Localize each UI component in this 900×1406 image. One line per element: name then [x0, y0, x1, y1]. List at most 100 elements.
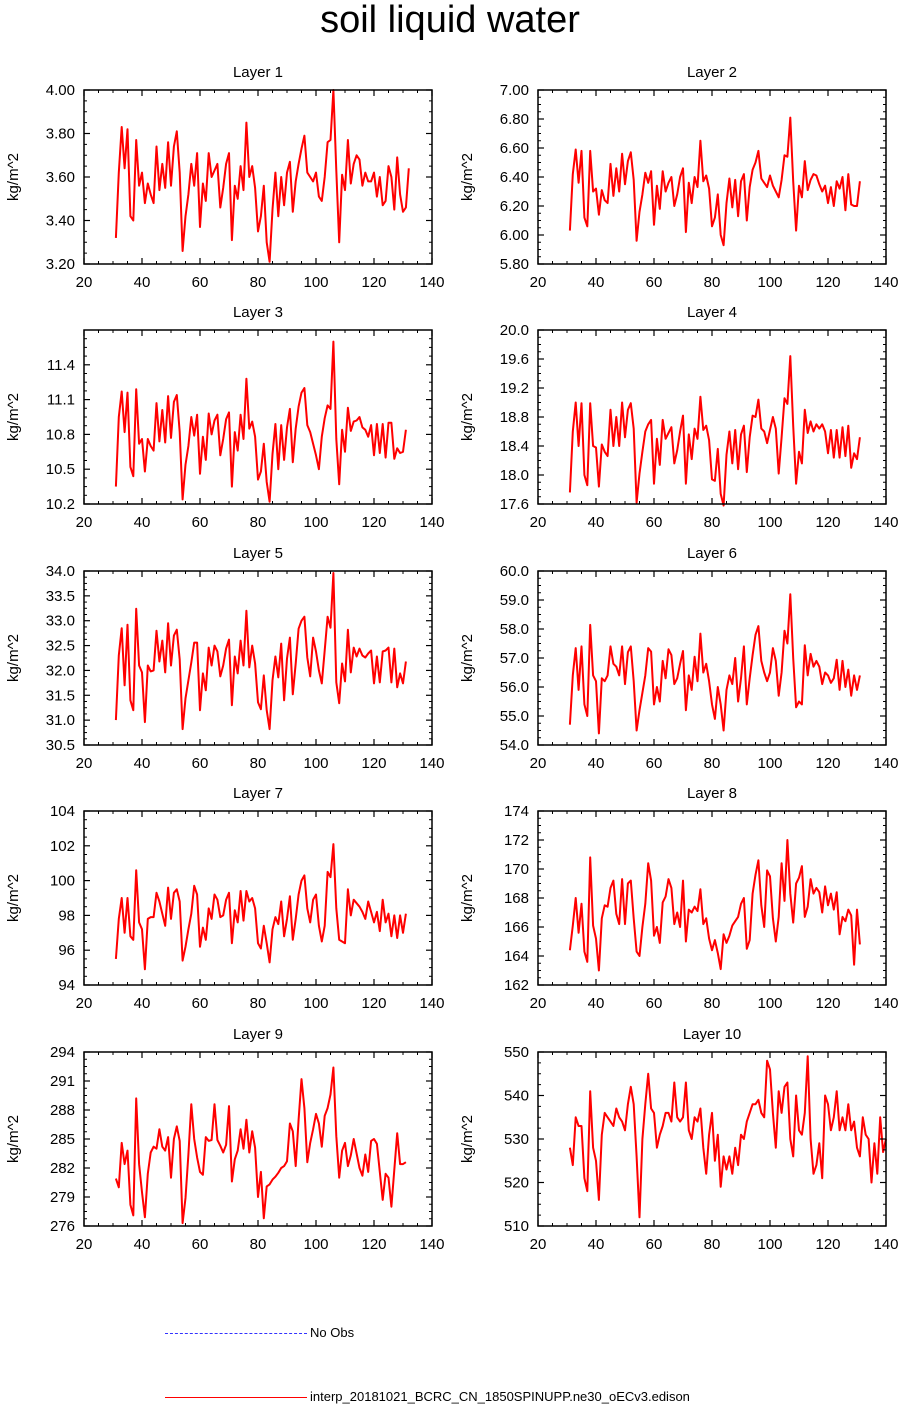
x-tick-label-2-6: 140 — [873, 274, 898, 291]
x-tick-label-8-6: 140 — [873, 995, 898, 1012]
y-tick-label-4-0: 17.6 — [500, 496, 529, 513]
x-tick-label-2-5: 120 — [815, 274, 840, 291]
y-tick-label-6-2: 56.0 — [500, 679, 529, 696]
x-tick-label-4-3: 80 — [704, 514, 721, 531]
x-tick-label-9-4: 100 — [303, 1236, 328, 1253]
x-tick-label-1-0: 20 — [76, 274, 93, 291]
plot-frame-9 — [83, 1051, 433, 1227]
y-tick-label-8-0: 162 — [504, 977, 529, 994]
y-tick-label-8-1: 164 — [504, 948, 529, 965]
y-tick-label-1-3: 3.80 — [46, 126, 75, 143]
x-tick-label-10-3: 80 — [704, 1236, 721, 1253]
plot-frame-2 — [537, 89, 887, 265]
series-line-3 — [114, 340, 407, 503]
y-tick-label-3-0: 10.2 — [46, 496, 75, 513]
y-tick-label-1-1: 3.40 — [46, 213, 75, 230]
x-tick-label-3-2: 60 — [192, 514, 209, 531]
x-tick-label-9-1: 40 — [134, 1236, 151, 1253]
y-tick-label-8-4: 170 — [504, 861, 529, 878]
y-tick-label-9-3: 285 — [50, 1131, 75, 1148]
y-axis-label-9: kg/m^2 — [5, 1115, 22, 1163]
x-tick-label-6-5: 120 — [815, 755, 840, 772]
series-line-9 — [114, 1066, 407, 1225]
legend-model-label: interp_20181021_BCRC_CN_1850SPINUPP.ne30… — [310, 1389, 690, 1404]
y-tick-label-10-4: 550 — [504, 1044, 529, 1061]
y-tick-label-1-4: 4.00 — [46, 82, 75, 99]
y-tick-label-5-1: 31.0 — [46, 712, 75, 729]
x-tick-label-2-0: 20 — [530, 274, 547, 291]
x-tick-label-7-6: 140 — [419, 995, 444, 1012]
legend-no-obs-label: No Obs — [310, 1325, 355, 1340]
y-tick-label-4-4: 19.2 — [500, 380, 529, 397]
legend-model: interp_20181021_BCRC_CN_1850SPINUPP.ne30… — [165, 1389, 900, 1406]
x-tick-label-6-6: 140 — [873, 755, 898, 772]
y-tick-label-7-0: 94 — [58, 977, 75, 994]
y-tick-label-2-6: 7.00 — [500, 82, 529, 99]
y-tick-label-2-3: 6.40 — [500, 169, 529, 186]
y-tick-label-5-5: 33.0 — [46, 613, 75, 630]
x-tick-label-4-0: 20 — [530, 514, 547, 531]
x-tick-label-10-1: 40 — [588, 1236, 605, 1253]
x-tick-label-6-2: 60 — [646, 755, 663, 772]
x-tick-label-10-2: 60 — [646, 1236, 663, 1253]
x-tick-label-1-4: 100 — [303, 274, 328, 291]
plot-frame-8 — [537, 810, 887, 986]
y-tick-label-6-1: 55.0 — [500, 708, 529, 725]
panel-title-7: Layer 7 — [233, 785, 283, 802]
y-tick-label-3-4: 11.4 — [47, 357, 75, 374]
plot-frame-7 — [83, 810, 433, 986]
series-line-7 — [114, 843, 407, 971]
y-axis-label-7: kg/m^2 — [5, 874, 22, 922]
x-tick-label-3-1: 40 — [134, 514, 151, 531]
panel-title-9: Layer 9 — [233, 1026, 283, 1043]
x-tick-label-3-3: 80 — [250, 514, 267, 531]
y-axis-label-10: kg/m^2 — [459, 1115, 476, 1163]
y-tick-label-2-1: 6.00 — [500, 227, 529, 244]
y-tick-label-9-0: 276 — [50, 1218, 75, 1235]
y-tick-label-4-6: 20.0 — [500, 322, 529, 339]
y-tick-label-5-0: 30.5 — [46, 737, 75, 754]
y-tick-label-10-3: 540 — [504, 1088, 529, 1105]
x-tick-label-5-6: 140 — [419, 755, 444, 772]
y-tick-label-3-1: 10.5 — [46, 461, 75, 478]
x-tick-label-1-1: 40 — [134, 274, 151, 291]
x-tick-label-9-6: 140 — [419, 1236, 444, 1253]
x-tick-label-3-0: 20 — [76, 514, 93, 531]
x-tick-label-8-2: 60 — [646, 995, 663, 1012]
x-tick-label-5-5: 120 — [361, 755, 386, 772]
y-tick-label-8-2: 166 — [504, 919, 529, 936]
y-tick-label-4-1: 18.0 — [500, 467, 529, 484]
panel-title-2: Layer 2 — [687, 64, 737, 81]
y-tick-label-2-2: 6.20 — [500, 198, 529, 215]
x-tick-label-3-6: 140 — [419, 514, 444, 531]
x-tick-label-7-3: 80 — [250, 995, 267, 1012]
x-tick-label-4-2: 60 — [646, 514, 663, 531]
series-line-4 — [568, 355, 861, 507]
panel-title-8: Layer 8 — [687, 785, 737, 802]
x-tick-label-2-4: 100 — [757, 274, 782, 291]
series-line-6 — [568, 593, 861, 735]
y-tick-label-5-4: 32.5 — [46, 638, 75, 655]
y-tick-label-9-2: 282 — [50, 1160, 75, 1177]
x-tick-label-3-5: 120 — [361, 514, 386, 531]
panel-title-4: Layer 4 — [687, 304, 737, 321]
x-tick-label-10-0: 20 — [530, 1236, 547, 1253]
y-tick-label-6-4: 58.0 — [500, 621, 529, 638]
x-tick-label-4-6: 140 — [873, 514, 898, 531]
y-tick-label-5-3: 32.0 — [46, 662, 75, 679]
panel-title-10: Layer 10 — [683, 1026, 741, 1043]
y-tick-label-6-5: 59.0 — [500, 592, 529, 609]
y-tick-label-4-5: 19.6 — [500, 351, 529, 368]
y-tick-label-5-7: 34.0 — [46, 563, 75, 580]
x-tick-label-7-2: 60 — [192, 995, 209, 1012]
x-tick-label-6-4: 100 — [757, 755, 782, 772]
x-tick-label-6-1: 40 — [588, 755, 605, 772]
y-tick-label-8-6: 174 — [504, 803, 529, 820]
x-tick-label-8-1: 40 — [588, 995, 605, 1012]
y-tick-label-6-6: 60.0 — [500, 563, 529, 580]
x-tick-label-1-6: 140 — [419, 274, 444, 291]
x-tick-label-2-3: 80 — [704, 274, 721, 291]
x-tick-label-7-1: 40 — [134, 995, 151, 1012]
panel-title-1: Layer 1 — [233, 64, 283, 81]
series-line-1 — [114, 89, 410, 263]
